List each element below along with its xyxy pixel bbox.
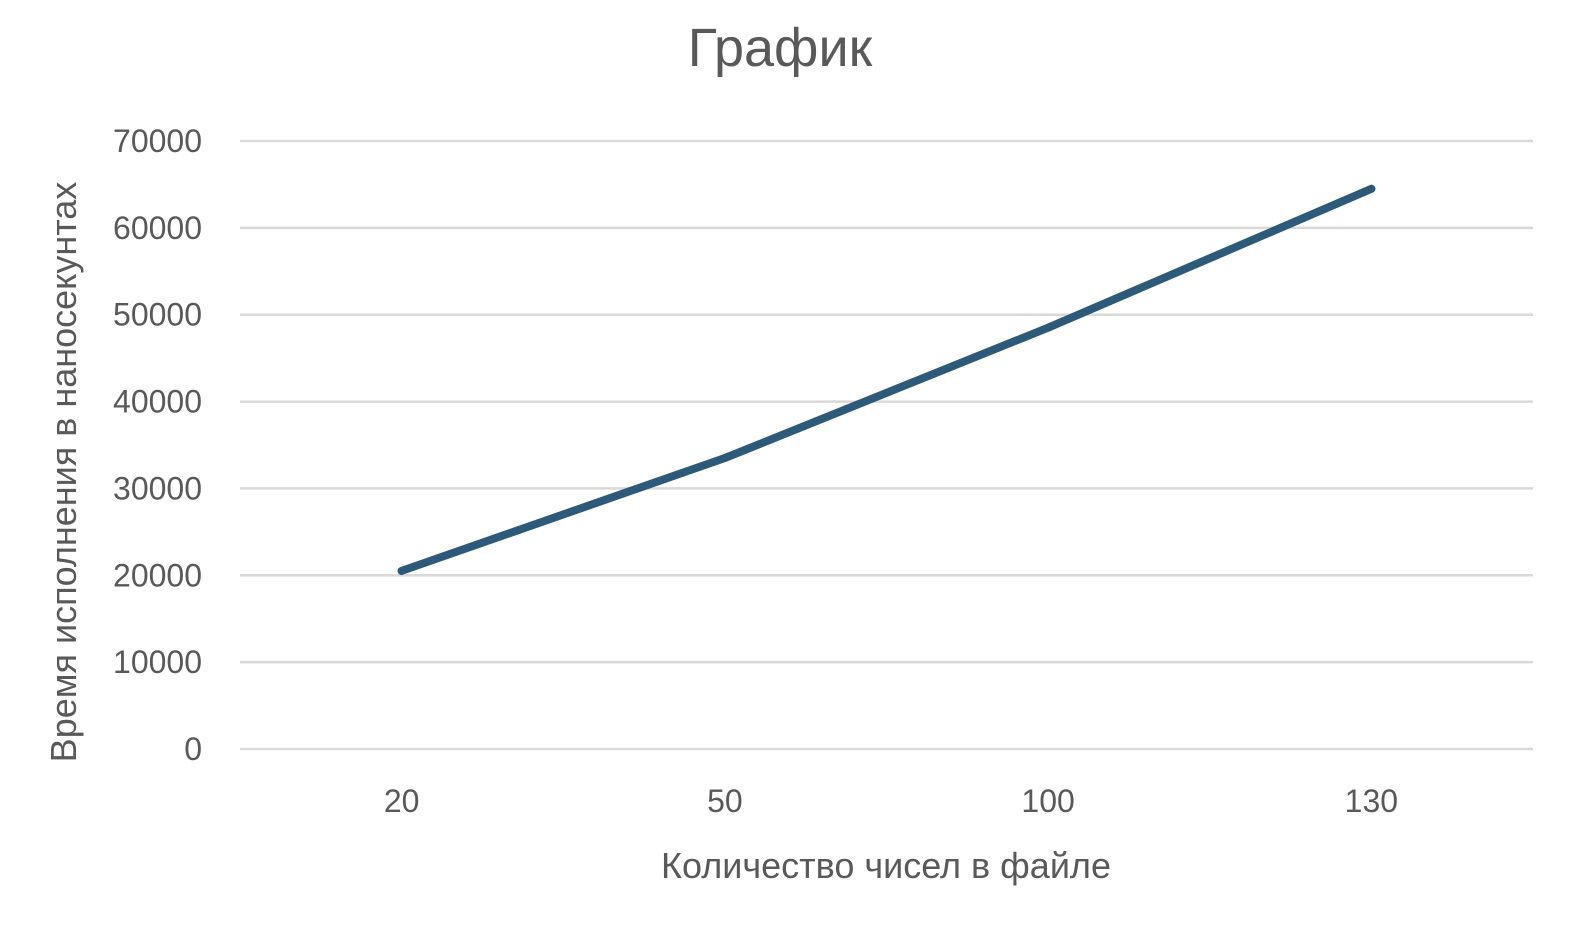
x-tick-label: 100 [1021, 783, 1074, 819]
y-tick-label: 70000 [113, 123, 202, 159]
y-tick-label: 10000 [113, 644, 202, 680]
data-point [1367, 184, 1376, 193]
x-axis-tick-labels: 20 50 100 130 [384, 783, 1398, 819]
y-tick-label: 50000 [113, 297, 202, 333]
series-line-0 [397, 184, 1376, 575]
y-tick-label: 60000 [113, 210, 202, 246]
y-axis-tick-labels: 0 10000 20000 30000 40000 50000 60000 70000 [113, 123, 202, 767]
data-point [397, 566, 406, 575]
x-tick-label: 50 [707, 783, 743, 819]
y-tick-label: 20000 [113, 557, 202, 593]
series-layer [397, 184, 1376, 575]
data-point [720, 454, 729, 463]
chart-title: График [688, 18, 873, 78]
x-tick-label: 20 [384, 783, 420, 819]
y-tick-label: 0 [184, 731, 202, 767]
y-axis-title: Время исполнения в наносекунтах [43, 182, 84, 763]
data-point [1044, 323, 1053, 332]
gridlines [240, 139, 1533, 751]
x-axis-title: Количество чисел в файле [661, 845, 1111, 886]
y-tick-label: 30000 [113, 470, 202, 506]
x-tick-label: 130 [1345, 783, 1398, 819]
y-tick-label: 40000 [113, 384, 202, 420]
